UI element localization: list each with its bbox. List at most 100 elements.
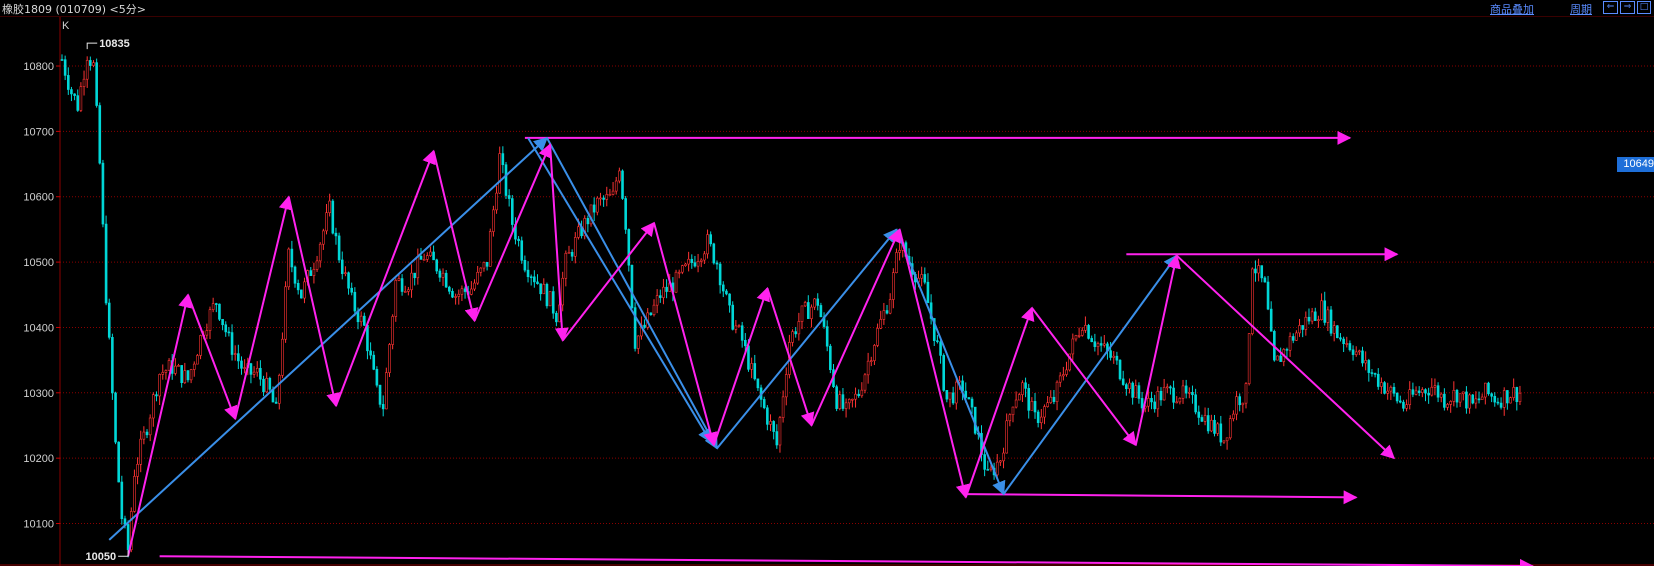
candle-body <box>633 307 637 349</box>
candle-body <box>1351 349 1355 355</box>
candle-body <box>1137 385 1141 399</box>
candle-body <box>1411 389 1415 395</box>
candle-body <box>1118 359 1122 380</box>
candle-body <box>224 324 228 333</box>
close-icon[interactable]: □ <box>1637 1 1651 14</box>
candle-body <box>847 399 851 404</box>
overlay-symbol-link[interactable]: 商品叠加 <box>1490 3 1534 16</box>
candle-body <box>1062 374 1065 377</box>
candle-body <box>1099 343 1103 346</box>
candle-body <box>1084 325 1087 331</box>
candle-body <box>926 281 930 304</box>
maximize-icon[interactable]: ⇒ <box>1620 1 1635 14</box>
candle-body <box>463 288 467 292</box>
candle-body <box>293 266 297 284</box>
magenta-zigzag-lines <box>127 143 1396 557</box>
candle-body <box>677 271 681 274</box>
magenta-trend-arrow <box>1031 307 1137 447</box>
magenta-trend-arrow <box>187 294 238 421</box>
candle-body <box>1121 378 1125 385</box>
candle-body <box>1241 402 1245 406</box>
period-link[interactable]: 周期 <box>1570 3 1592 16</box>
candle-body <box>1011 406 1015 416</box>
candle-body <box>684 263 687 266</box>
candle-body <box>296 282 300 291</box>
candle-body <box>1232 413 1235 419</box>
candle-body <box>1276 355 1279 361</box>
candle-body <box>1295 332 1298 341</box>
restore-icon[interactable]: ⇐ <box>1603 1 1618 14</box>
candle-body <box>545 283 549 307</box>
candle-body <box>432 251 435 261</box>
candle-body <box>1197 411 1201 418</box>
candle-body <box>1191 392 1194 396</box>
candle-body <box>1134 385 1138 398</box>
candle-body <box>1487 382 1490 395</box>
candle-body <box>825 326 829 347</box>
candle-body <box>1354 351 1358 355</box>
candle-body <box>718 263 722 286</box>
candle-body <box>548 291 552 307</box>
candle-body <box>696 261 700 267</box>
candle-body <box>536 281 539 285</box>
candle-body <box>1329 309 1333 334</box>
price-chart[interactable]: 10100 10200 10300 10400 10500 10600 10700 10800… <box>0 17 1654 566</box>
candle-body <box>473 282 476 290</box>
candle-body <box>567 252 571 254</box>
candle-body <box>643 324 646 328</box>
candle-body <box>621 170 624 199</box>
candle-body <box>1443 393 1446 408</box>
candle-body <box>1506 390 1509 404</box>
candle-body <box>189 369 193 381</box>
candle-body <box>331 200 335 234</box>
candle-body <box>1509 397 1512 404</box>
candle-body <box>372 354 376 370</box>
candle-body <box>879 319 883 329</box>
candle-body <box>611 190 615 195</box>
candle-body <box>104 223 108 304</box>
blue-trend-arrow <box>1002 254 1178 495</box>
candle-body <box>218 303 221 320</box>
candle-body <box>888 299 892 314</box>
magenta-trend-arrow <box>810 228 901 426</box>
candle-body <box>1446 404 1449 408</box>
candle-body <box>1490 393 1493 397</box>
candle-body <box>303 281 306 299</box>
candle-body <box>725 290 728 295</box>
candle-body <box>784 374 788 398</box>
candle-body <box>510 198 514 225</box>
candle-body <box>1090 338 1094 342</box>
horizontal-level-arrow <box>159 555 1534 566</box>
candle-body <box>1433 385 1437 388</box>
candle-body <box>589 204 593 225</box>
candle-body <box>1080 330 1084 336</box>
candle-body <box>1125 384 1128 390</box>
candle-body <box>844 402 848 409</box>
candle-body <box>819 305 823 318</box>
candle-body <box>1169 386 1172 389</box>
candle-body <box>470 288 473 295</box>
y-tick-label: 10400 <box>23 322 54 334</box>
candle-body <box>350 287 354 293</box>
candle-body <box>699 259 703 262</box>
candle-body <box>66 75 70 90</box>
candle-body <box>76 95 80 111</box>
candle-body <box>734 325 738 330</box>
chart-grid <box>0 17 1654 566</box>
candle-body <box>407 289 410 292</box>
candle-body <box>1014 399 1018 408</box>
candle-body <box>375 369 379 386</box>
y-tick-label: 10200 <box>23 453 54 465</box>
candle-body <box>145 431 149 436</box>
candle-body <box>1002 452 1005 462</box>
magenta-trend-arrow <box>287 196 341 408</box>
candle-body <box>180 365 183 384</box>
candle-body <box>448 286 451 292</box>
candle-body <box>932 318 936 341</box>
candle-body <box>551 291 555 314</box>
candle-body <box>1181 385 1185 399</box>
candle-body <box>816 298 820 306</box>
candle-body <box>1436 385 1440 398</box>
candle-body <box>391 316 394 345</box>
candle-body <box>400 278 404 292</box>
